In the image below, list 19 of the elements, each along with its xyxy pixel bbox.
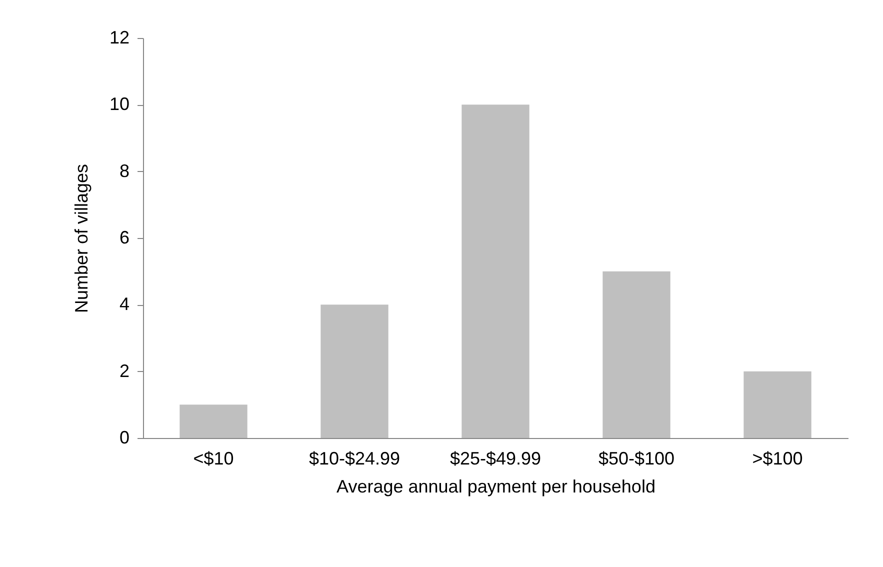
y-axis-title: Number of villages — [71, 164, 92, 314]
x-axis-title: Average annual payment per household — [336, 476, 656, 496]
y-tick-label: 4 — [119, 294, 130, 314]
x-tick-label: $50-$100 — [598, 448, 675, 468]
x-tick-label: $25-$49.99 — [450, 448, 542, 468]
y-tick-label: 12 — [109, 28, 130, 48]
bar — [744, 371, 812, 438]
bar — [320, 304, 388, 438]
bar — [602, 271, 670, 438]
x-tick-label: $10-$24.99 — [308, 448, 400, 468]
y-tick-label: 8 — [119, 160, 130, 181]
bar — [180, 404, 248, 438]
y-tick-label: 10 — [109, 94, 130, 114]
x-tick-label: >$100 — [752, 448, 803, 468]
y-tick-label: 0 — [119, 428, 130, 448]
bar — [462, 104, 530, 438]
y-tick-label: 2 — [119, 360, 130, 381]
x-tick-label: <$10 — [193, 448, 234, 468]
y-tick-label: 6 — [119, 228, 130, 248]
